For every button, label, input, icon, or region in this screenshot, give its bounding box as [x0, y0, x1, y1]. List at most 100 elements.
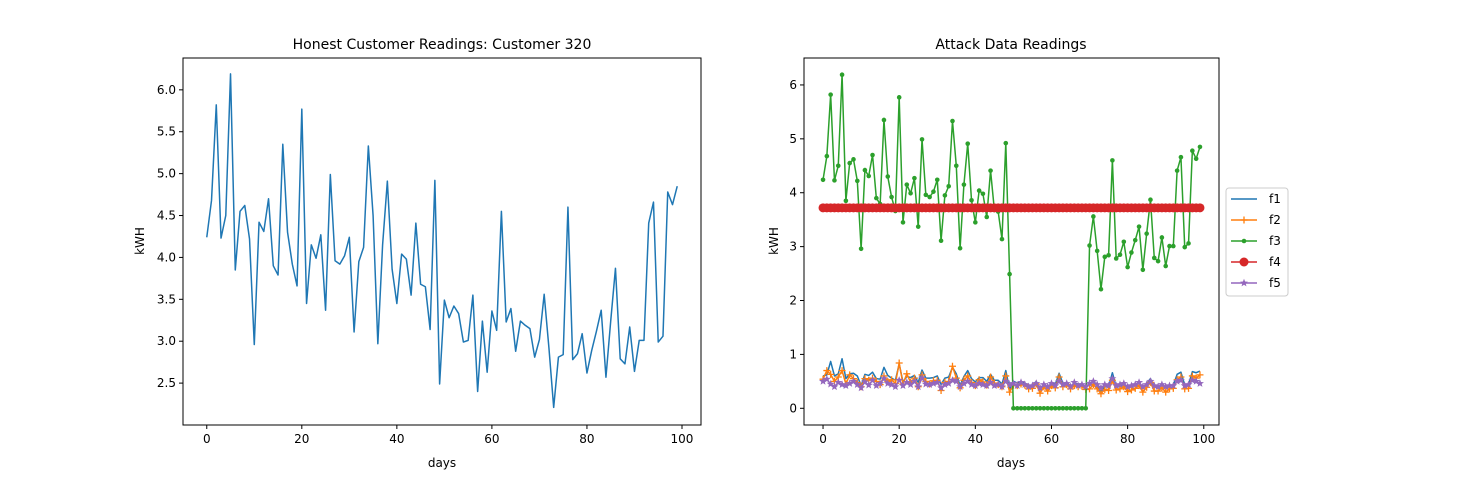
data-point — [1032, 379, 1041, 387]
data-point — [914, 382, 923, 391]
plot-marks — [818, 72, 1205, 411]
y-tick-label: 3.0 — [157, 334, 176, 348]
data-point — [853, 380, 862, 388]
data-point — [1013, 381, 1022, 390]
data-point — [929, 379, 938, 387]
data-point — [1017, 378, 1026, 386]
data-point — [1026, 405, 1031, 411]
data-point — [1024, 382, 1033, 391]
series-f3 — [820, 72, 1203, 411]
series-line — [822, 73, 1201, 410]
data-point — [925, 380, 934, 388]
y-tick-label: 1 — [789, 347, 797, 361]
data-point — [823, 367, 831, 375]
data-point — [1087, 243, 1092, 248]
data-point — [903, 370, 911, 378]
data-point — [827, 370, 835, 378]
data-point — [1033, 405, 1039, 411]
y-tick-label: 6.0 — [157, 83, 176, 97]
data-point — [1197, 144, 1203, 150]
x-tick-label: 80 — [579, 432, 594, 446]
data-point — [1006, 388, 1014, 396]
data-point — [902, 378, 911, 386]
data-point — [1138, 382, 1147, 391]
data-point — [1052, 405, 1058, 411]
x-tick-label: 0 — [203, 432, 211, 446]
data-point — [832, 178, 837, 183]
data-point — [1142, 380, 1151, 388]
data-point — [843, 198, 849, 204]
data-point — [1068, 405, 1073, 411]
data-point — [948, 362, 956, 370]
data-point — [988, 168, 993, 173]
data-point — [1043, 382, 1052, 391]
data-point — [952, 377, 961, 385]
y-axis-label: kWH — [767, 227, 781, 255]
data-point — [1028, 381, 1037, 390]
data-point — [835, 163, 841, 169]
data-point — [1039, 380, 1048, 388]
data-point — [946, 183, 951, 189]
data-point — [959, 379, 968, 387]
data-point — [839, 72, 845, 78]
data-point — [948, 376, 957, 384]
legend-item-f3: f3 — [1231, 234, 1281, 248]
data-point — [961, 182, 967, 187]
data-point — [895, 376, 904, 384]
legend-box — [1225, 187, 1289, 297]
data-point — [1022, 405, 1028, 411]
data-point — [1190, 148, 1195, 153]
data-point — [1058, 380, 1067, 388]
data-point — [986, 378, 995, 386]
data-point — [1136, 224, 1142, 229]
data-point — [1049, 405, 1054, 411]
data-point — [1062, 379, 1071, 387]
data-point — [849, 377, 858, 385]
data-point — [1105, 387, 1113, 395]
data-point — [864, 380, 873, 389]
legend-label: f3 — [1269, 234, 1281, 248]
data-point — [1077, 380, 1086, 388]
x-tick-label: 20 — [892, 432, 907, 446]
chart-title: Attack Data Readings — [935, 37, 1086, 53]
data-point — [1131, 380, 1140, 388]
data-point — [923, 192, 929, 198]
data-point — [969, 197, 974, 203]
data-point — [1011, 405, 1016, 411]
data-point — [1100, 380, 1109, 388]
y-tick-label: 3 — [789, 240, 797, 254]
data-point — [1098, 286, 1104, 292]
data-point — [834, 378, 843, 386]
data-point — [1195, 379, 1204, 387]
x-tick-label: 100 — [671, 432, 694, 446]
data-point — [1113, 256, 1119, 261]
data-point — [915, 224, 921, 229]
data-point — [1096, 383, 1105, 392]
data-point — [921, 379, 930, 388]
y-tick-label: 0 — [789, 401, 797, 415]
data-point — [1104, 381, 1113, 390]
data-point — [900, 220, 906, 225]
data-point — [881, 117, 887, 123]
data-point — [1009, 379, 1018, 387]
data-point — [1037, 405, 1043, 411]
data-point — [1064, 405, 1070, 411]
data-point — [933, 378, 942, 386]
data-point — [1089, 377, 1098, 385]
data-point — [1180, 381, 1189, 390]
y-tick-label: 5.0 — [157, 167, 176, 181]
data-point — [1051, 381, 1060, 390]
data-point — [1093, 380, 1102, 388]
data-point — [1116, 385, 1124, 393]
data-point — [1094, 248, 1100, 254]
data-point — [868, 376, 877, 384]
data-point — [826, 379, 835, 388]
data-point — [1020, 380, 1029, 388]
data-point — [919, 137, 925, 142]
data-point — [1193, 156, 1199, 162]
data-point — [1121, 239, 1127, 245]
data-point — [965, 141, 971, 146]
data-point — [1044, 387, 1052, 395]
data-point — [1045, 405, 1050, 411]
